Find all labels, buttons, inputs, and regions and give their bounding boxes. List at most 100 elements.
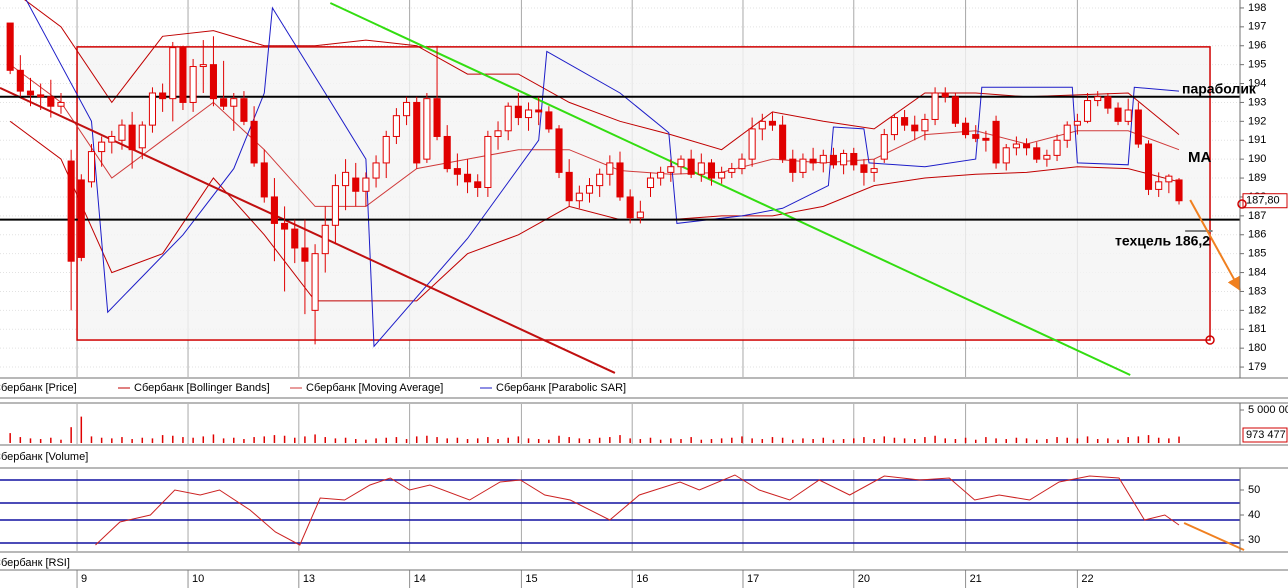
candle-body: [220, 98, 228, 107]
volume-bar: [934, 435, 936, 443]
volume-bar: [415, 436, 418, 443]
candle-body: [179, 47, 187, 103]
volume-bar: [903, 438, 906, 443]
candle-body: [98, 141, 106, 153]
candle-body: [1012, 143, 1020, 149]
volume-bar: [466, 439, 469, 443]
volume-bar: [436, 437, 438, 443]
volume-bar: [446, 438, 448, 443]
volume-bar: [334, 438, 337, 443]
indicator-line: [9, 120, 1180, 302]
candle-body: [809, 158, 817, 164]
legend-label: Сбербанк [Volume]: [0, 451, 88, 463]
volume-bar: [385, 437, 387, 443]
volume-bar: [1066, 437, 1068, 443]
volume-bar: [70, 427, 72, 443]
volume-bar: [1096, 439, 1099, 443]
y-tick-label: 186: [1248, 229, 1266, 241]
y-tick-label: 40: [1248, 509, 1260, 521]
candle-body: [270, 196, 278, 224]
x-tick-label: 14: [414, 573, 426, 585]
volume-bar: [680, 439, 682, 443]
volume-bar: [507, 437, 509, 443]
y-tick-label: 187: [1248, 210, 1266, 222]
y-tick-label: 190: [1248, 153, 1266, 165]
candle-body: [982, 137, 990, 141]
y-tick-label: 183: [1248, 285, 1266, 297]
volume-bar: [517, 436, 520, 443]
candle-body: [209, 64, 217, 100]
y-tick-label: 193: [1248, 96, 1266, 108]
volume-bar: [659, 439, 662, 443]
volume-bar: [1157, 437, 1160, 443]
candle-body: [342, 171, 350, 187]
volume-bar: [344, 437, 347, 443]
candle-body: [301, 247, 309, 262]
candle-body: [291, 228, 299, 249]
box-corner: [1205, 335, 1215, 345]
y-tick-label: 180: [1248, 342, 1266, 354]
candle-body: [565, 171, 573, 202]
candle-body: [799, 158, 807, 173]
volume-bar: [172, 435, 174, 443]
candle-body: [1094, 96, 1102, 102]
volume-bar: [741, 436, 743, 443]
candle-body: [758, 120, 766, 130]
volume-bar: [192, 437, 194, 443]
volume-bar: [100, 437, 103, 443]
candle-body: [433, 98, 441, 137]
volume-bar: [314, 434, 316, 443]
candle-body: [352, 177, 360, 192]
candle-body: [413, 101, 421, 164]
candle-body: [403, 101, 411, 117]
volume-bar: [639, 439, 642, 443]
volume-bar: [720, 438, 723, 443]
candle-body: [1053, 139, 1061, 156]
y-tick-label: 194: [1248, 77, 1266, 89]
candle-body: [1063, 124, 1071, 141]
indicator-line: [9, 64, 1180, 207]
volume-bar: [924, 437, 926, 443]
candle-body: [707, 162, 716, 179]
candle-body: [443, 135, 451, 170]
trend-line: [0, 86, 616, 374]
volume-bar: [731, 437, 733, 443]
candle-body: [535, 109, 543, 113]
target-label: техцель 186,2: [1115, 233, 1210, 249]
annotation: MA: [1188, 149, 1211, 166]
volume-bar: [700, 439, 703, 443]
volume-bar: [893, 437, 896, 443]
volume-bar: [690, 437, 692, 443]
candle-body: [77, 179, 85, 258]
volume-bar: [50, 437, 52, 443]
candle-body: [1043, 154, 1051, 160]
candle-body: [250, 120, 258, 164]
candle-body: [6, 22, 14, 71]
y-tick-label: 189: [1248, 172, 1266, 184]
candle-body: [779, 124, 787, 160]
candle-body: [992, 120, 1000, 164]
candle-body: [840, 152, 848, 166]
volume-bar: [243, 439, 245, 443]
volume-bar: [1127, 437, 1129, 443]
candle-body: [423, 98, 431, 160]
volume-bar: [985, 437, 987, 443]
candle-body: [585, 185, 594, 194]
volume-bar: [537, 439, 540, 443]
volume-bar: [1107, 438, 1109, 443]
candle-body: [962, 122, 970, 136]
candle-body: [1175, 179, 1183, 202]
candle-body: [362, 177, 370, 192]
volume-bar: [1137, 436, 1140, 443]
candle-body: [555, 128, 563, 173]
volume-bar: [619, 435, 621, 443]
candle-body: [1114, 107, 1122, 122]
volume-bar: [974, 439, 977, 443]
candle-body: [718, 171, 726, 179]
candle-body: [321, 224, 329, 255]
legend-label: Сбербанк [Moving Average]: [306, 382, 443, 394]
candle-body: [1073, 120, 1081, 126]
volume-bar: [802, 438, 804, 443]
candle-body: [1104, 96, 1112, 109]
